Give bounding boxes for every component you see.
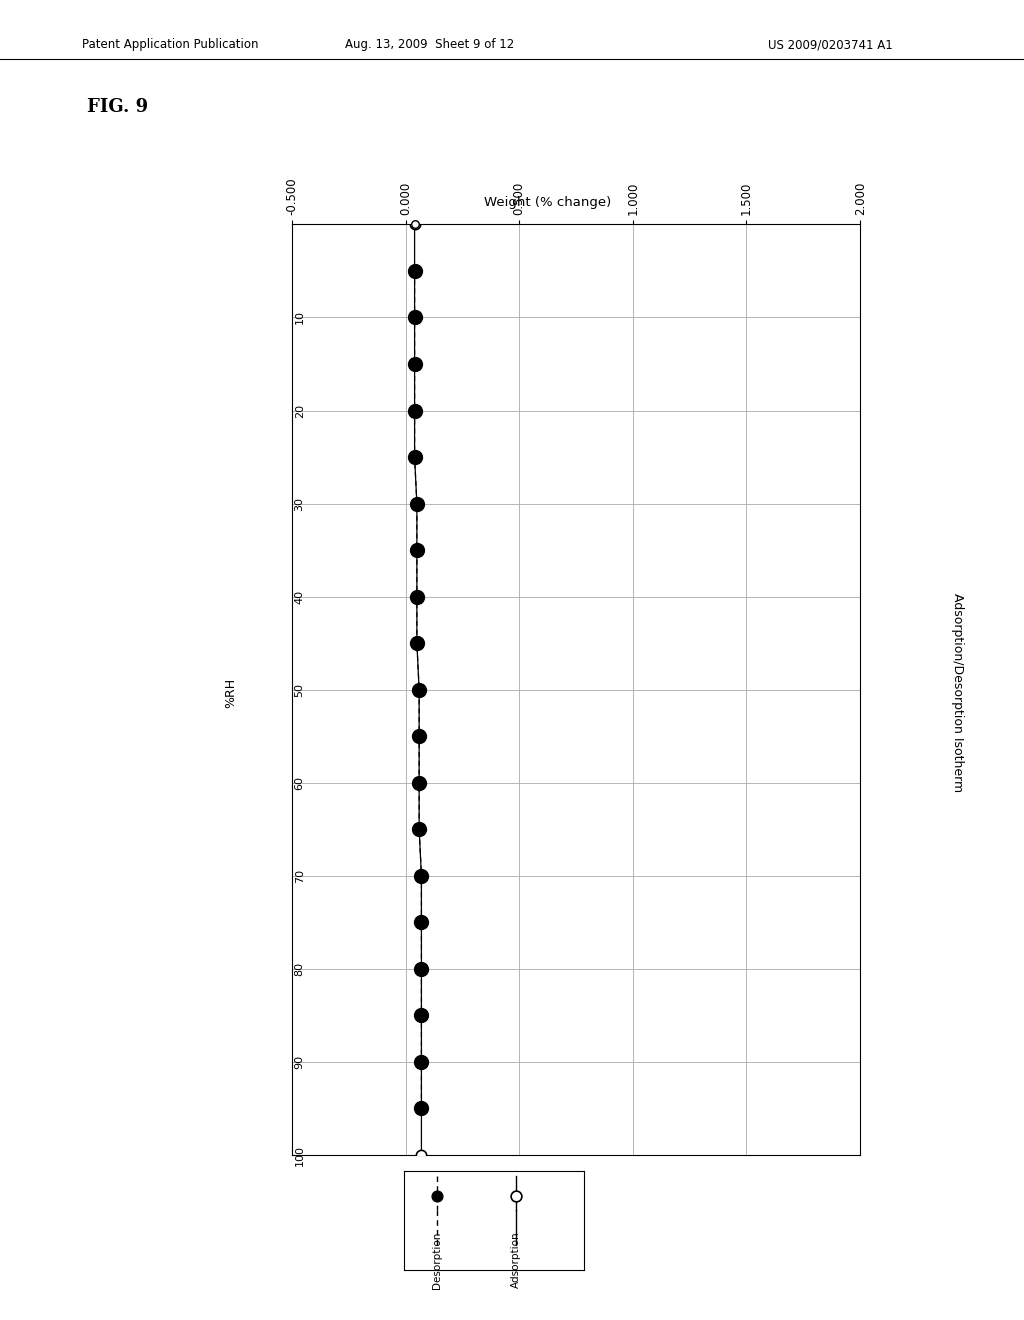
Point <box>409 632 425 653</box>
Text: 100: 100 <box>295 1144 305 1166</box>
Text: Patent Application Publication: Patent Application Publication <box>82 38 258 51</box>
Point <box>414 1098 430 1119</box>
Point <box>429 1185 445 1206</box>
Point <box>411 818 427 840</box>
Point <box>414 1005 430 1026</box>
Text: %RH: %RH <box>224 678 237 708</box>
Text: 30: 30 <box>295 496 305 511</box>
Text: 60: 60 <box>295 776 305 789</box>
Point <box>414 1051 430 1072</box>
Point <box>407 260 423 281</box>
Point <box>411 772 427 793</box>
Text: 70: 70 <box>295 869 305 883</box>
Point <box>409 540 425 561</box>
Text: 40: 40 <box>295 590 305 603</box>
Point <box>407 260 423 281</box>
Point <box>414 1144 430 1166</box>
Text: FIG. 9: FIG. 9 <box>87 98 148 116</box>
Point <box>407 446 423 467</box>
Point <box>411 678 427 700</box>
Text: US 2009/0203741 A1: US 2009/0203741 A1 <box>768 38 893 51</box>
Point <box>414 958 430 979</box>
Point <box>407 214 423 235</box>
Text: Weight (% change): Weight (% change) <box>484 195 611 209</box>
Text: 90: 90 <box>295 1055 305 1069</box>
Text: Desorption: Desorption <box>432 1232 441 1288</box>
Point <box>414 912 430 933</box>
Point <box>414 1005 430 1026</box>
Point <box>508 1185 524 1206</box>
Point <box>411 772 427 793</box>
Point <box>407 400 423 421</box>
Point <box>407 354 423 375</box>
Point <box>407 308 423 329</box>
Point <box>414 1051 430 1072</box>
Point <box>409 494 425 515</box>
Text: 20: 20 <box>295 404 305 417</box>
Point <box>414 1098 430 1119</box>
Point <box>414 958 430 979</box>
Point <box>411 726 427 747</box>
Point <box>409 586 425 607</box>
Point <box>414 866 430 887</box>
Text: Aug. 13, 2009  Sheet 9 of 12: Aug. 13, 2009 Sheet 9 of 12 <box>345 38 515 51</box>
Text: 50: 50 <box>295 682 305 697</box>
Point <box>407 354 423 375</box>
Text: 10: 10 <box>295 310 305 325</box>
Text: Adsorption/Desorption Isotherm: Adsorption/Desorption Isotherm <box>951 594 964 792</box>
Point <box>409 540 425 561</box>
Text: 80: 80 <box>295 962 305 975</box>
Point <box>411 726 427 747</box>
Text: Adsorption: Adsorption <box>511 1232 520 1288</box>
Point <box>414 866 430 887</box>
Point <box>409 586 425 607</box>
Point <box>411 678 427 700</box>
Point <box>407 308 423 329</box>
Point <box>411 818 427 840</box>
Point <box>407 214 423 235</box>
Point <box>409 632 425 653</box>
Point <box>407 400 423 421</box>
Point <box>414 912 430 933</box>
Point <box>407 446 423 467</box>
Point <box>409 494 425 515</box>
